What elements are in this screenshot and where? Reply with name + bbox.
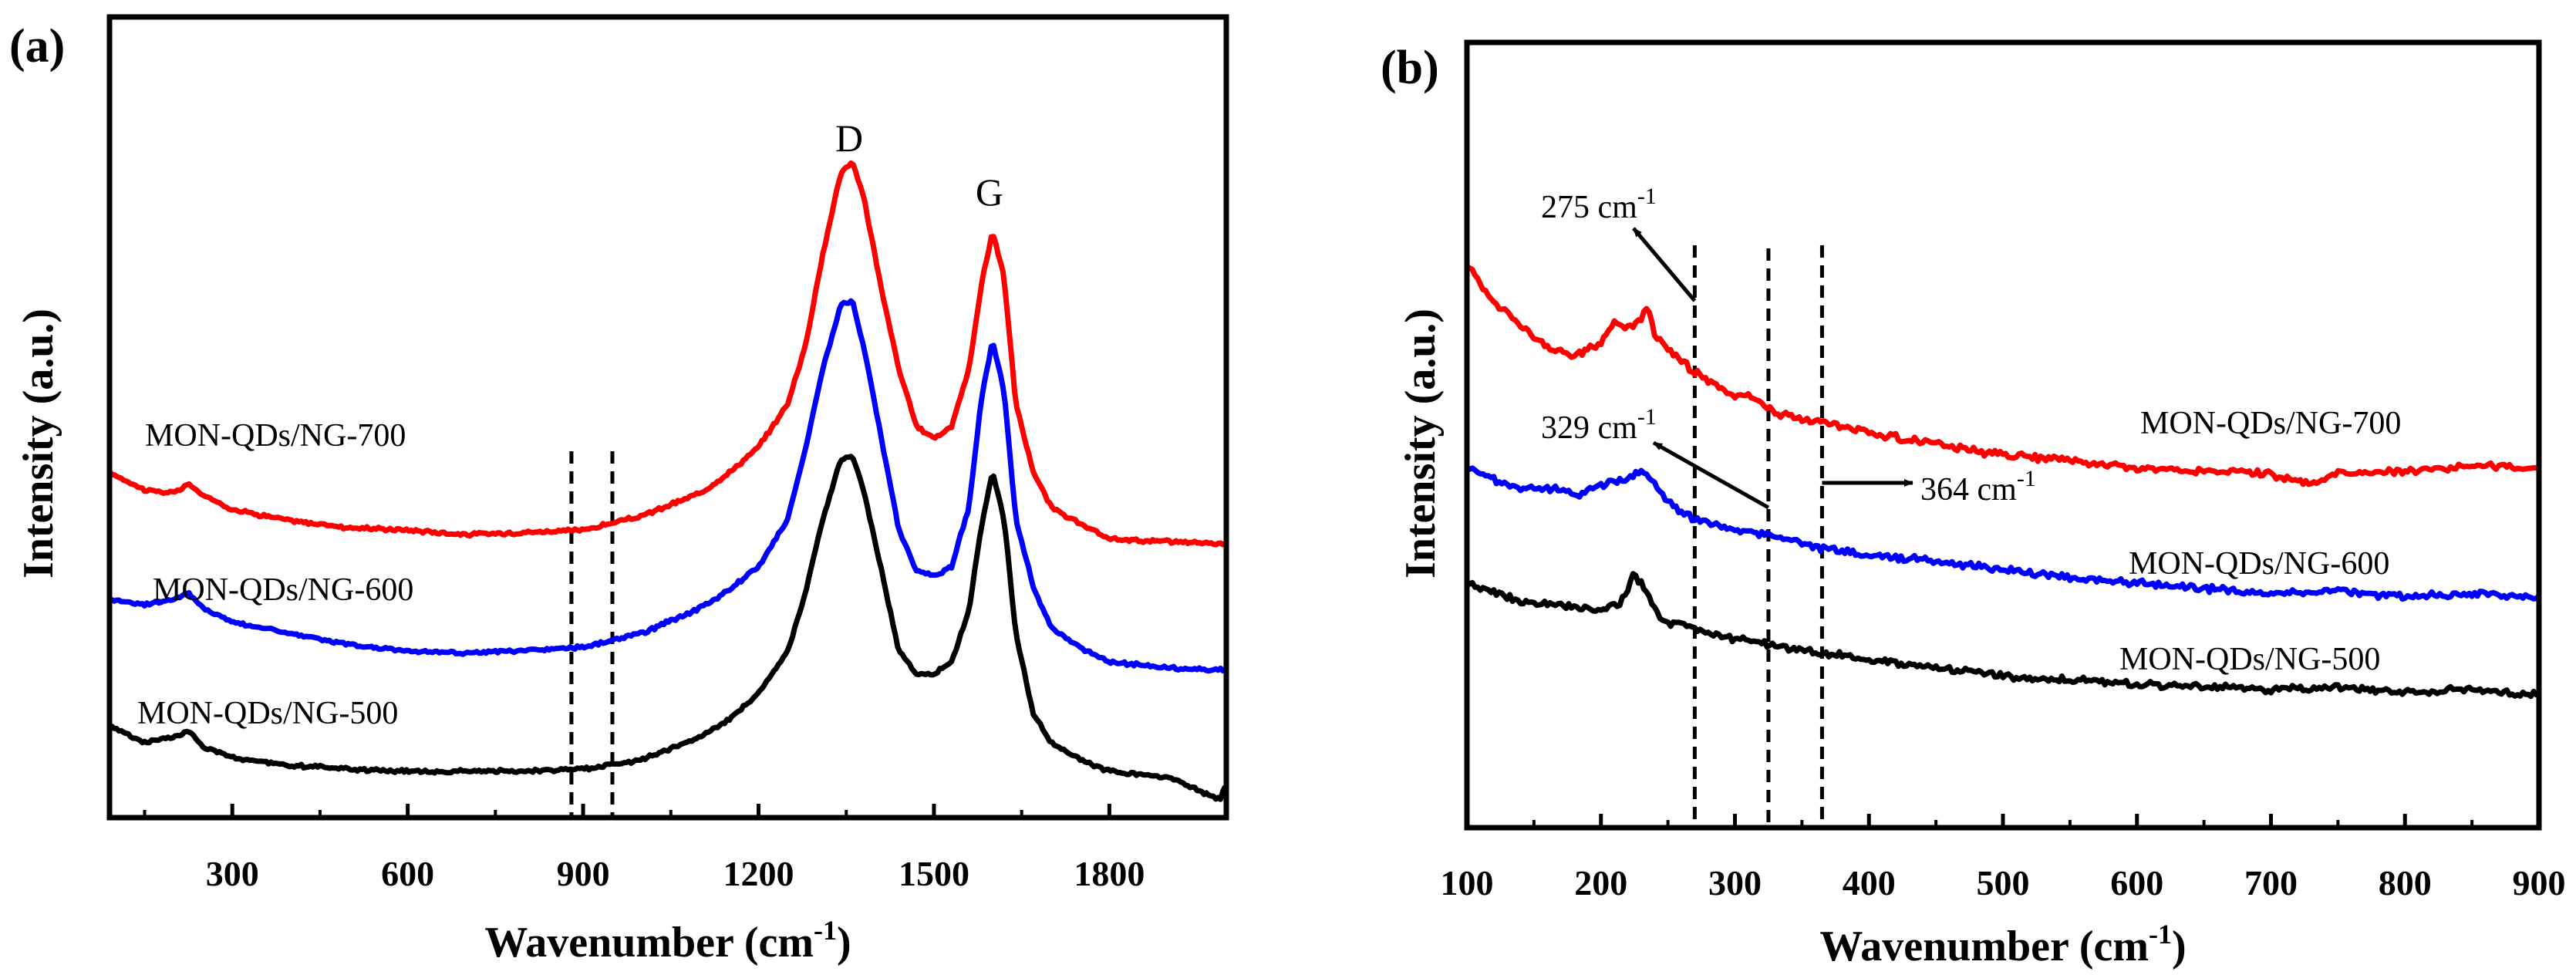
panel-b-xtick-label-1: 200 xyxy=(1574,863,1627,902)
panel-a-xtick-label-1: 600 xyxy=(381,854,434,893)
panel-a-series-line-2 xyxy=(108,454,1228,802)
panel-b-xtick-label-6: 700 xyxy=(2244,863,2298,902)
panel-a-xtick-label-4: 1500 xyxy=(899,854,969,893)
panel-a-label: (a) xyxy=(9,20,65,73)
panel-b-annotation-arrows xyxy=(1632,227,1913,510)
panel-b-series-line-2 xyxy=(1465,571,2541,700)
annotation-329: 329 cm-1 xyxy=(1541,404,1657,446)
panel-b-x-ticks: 100 200 300 400 500 600 700 800 900 xyxy=(1441,814,2566,902)
panel-b-xlabel: Wavenumber (cm-1) xyxy=(1819,919,2186,970)
panel-a-reference-lines xyxy=(569,451,615,818)
panel-b-series-line-0 xyxy=(1465,264,2539,488)
panel-b-xtick-label-7: 800 xyxy=(2379,863,2432,902)
annotation-arrow-275 xyxy=(1632,227,1697,302)
panel-a-x-ticks: 300 600 900 1200 1500 1800 xyxy=(143,804,1145,893)
panel-b-xtick-label-2: 300 xyxy=(1708,863,1762,902)
panel-a-series-label-600: MON-QDs/NG-600 xyxy=(153,572,413,608)
panel-b-xtick-label-4: 500 xyxy=(1977,863,2030,902)
panel-a-xtick-label-2: 900 xyxy=(557,854,610,893)
panel-a-series-label-500: MON-QDs/NG-500 xyxy=(137,696,398,731)
panel-b-xtick-label-5: 600 xyxy=(2110,863,2163,902)
panel-a-series-line-0 xyxy=(106,160,1227,548)
panel-a-xlabel: Wavenumber (cm-1) xyxy=(484,915,851,967)
panel-a-xtick-label-0: 300 xyxy=(206,854,259,893)
peak-label-g: G xyxy=(976,170,1003,214)
panel-b: (b) Intensity (a.u.) MON-QDs/NG-700 MON-… xyxy=(1381,39,2566,970)
annotation-275: 275 cm-1 xyxy=(1541,184,1657,225)
panel-b-series-line-1 xyxy=(1465,465,2541,602)
panel-b-xtick-label-3: 400 xyxy=(1843,863,1896,902)
panel-b-xtick-label-8: 900 xyxy=(2513,863,2566,902)
peak-label-d: D xyxy=(835,116,863,160)
panel-b-series xyxy=(1465,264,2541,700)
panel-b-reference-lines xyxy=(1692,245,1824,828)
annotation-364: 364 cm-1 xyxy=(1920,466,2036,508)
panel-a-ylabel: Intensity (a.u.) xyxy=(15,309,62,579)
panel-a-series-label-700: MON-QDs/NG-700 xyxy=(145,418,406,454)
panel-b-series-label-700: MON-QDs/NG-700 xyxy=(2140,406,2401,441)
panel-b-ylabel: Intensity (a.u.) xyxy=(1397,309,1445,579)
panel-b-series-label-500: MON-QDs/NG-500 xyxy=(2119,642,2380,677)
panel-a-xtick-label-3: 1200 xyxy=(723,854,794,893)
panel-a-series xyxy=(106,160,1228,802)
panel-b-label: (b) xyxy=(1381,42,1439,94)
panel-a-xtick-label-5: 1800 xyxy=(1074,854,1145,893)
panel-a: (a) Intensity (a.u.) D G MON-QDs/NG-700 … xyxy=(9,14,1229,967)
annotation-arrow-329 xyxy=(1652,440,1770,510)
panel-a-series-line-1 xyxy=(108,298,1227,674)
panel-b-series-label-600: MON-QDs/NG-600 xyxy=(2129,546,2389,582)
panel-a-plot-frame xyxy=(106,14,1229,821)
panel-b-xtick-label-0: 100 xyxy=(1441,863,1494,902)
